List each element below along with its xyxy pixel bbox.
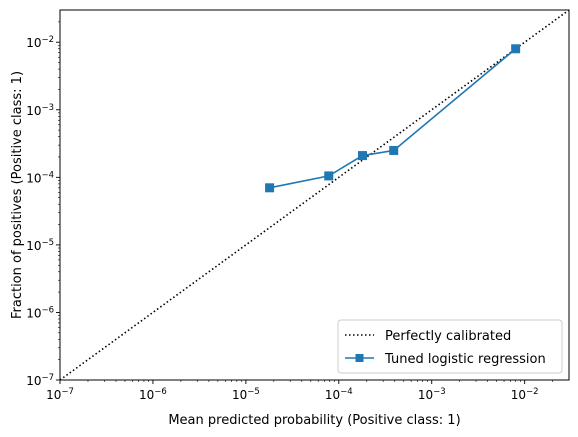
data-point-marker: [389, 145, 399, 155]
data-point-marker: [511, 44, 521, 54]
diagonal-layer: [59, 9, 570, 381]
y-tick-label: 10−7: [26, 373, 54, 388]
legend-label-perfectly-calibrated: Perfectly calibrated: [385, 329, 511, 344]
y-tick-label: 10−6: [26, 305, 54, 320]
legend-marker-tuned-logistic-regression: [355, 354, 364, 362]
x-tick-label: 10−7: [46, 387, 74, 402]
x-tick-label: 10−5: [232, 387, 260, 402]
y-tick-label: 10−5: [26, 238, 54, 253]
perfectly-calibrated-line: [59, 9, 570, 381]
x-tick-label: 10−4: [325, 387, 353, 402]
x-tick-label: 10−3: [418, 387, 446, 402]
x-axis-label: Mean predicted probability (Positive cla…: [168, 413, 460, 428]
y-axis: 10−7 10−6 10−5 10−4 10−3 10−2: [26, 21, 60, 388]
legend-label-tuned-logistic-regression: Tuned logistic regression: [384, 352, 546, 367]
data-point-marker: [324, 171, 334, 181]
x-axis: 10−7 10−6 10−5 10−4 10−3 10−2: [46, 380, 553, 402]
series-layer: [265, 44, 521, 193]
x-tick-label: 10−6: [139, 387, 167, 402]
y-tick-label: 10−4: [26, 170, 54, 185]
y-tick-label: 10−2: [26, 35, 54, 50]
plot-frame: [59, 9, 570, 381]
x-tick-label: 10−2: [511, 387, 539, 402]
data-point-marker: [265, 183, 275, 193]
data-point-marker: [358, 151, 368, 161]
y-axis-label: Fraction of positives (Positive class: 1…: [10, 71, 25, 319]
legend: Perfectly calibrated Tuned logistic regr…: [337, 319, 563, 374]
legend-box: [337, 319, 563, 374]
y-tick-label: 10−3: [26, 103, 54, 118]
